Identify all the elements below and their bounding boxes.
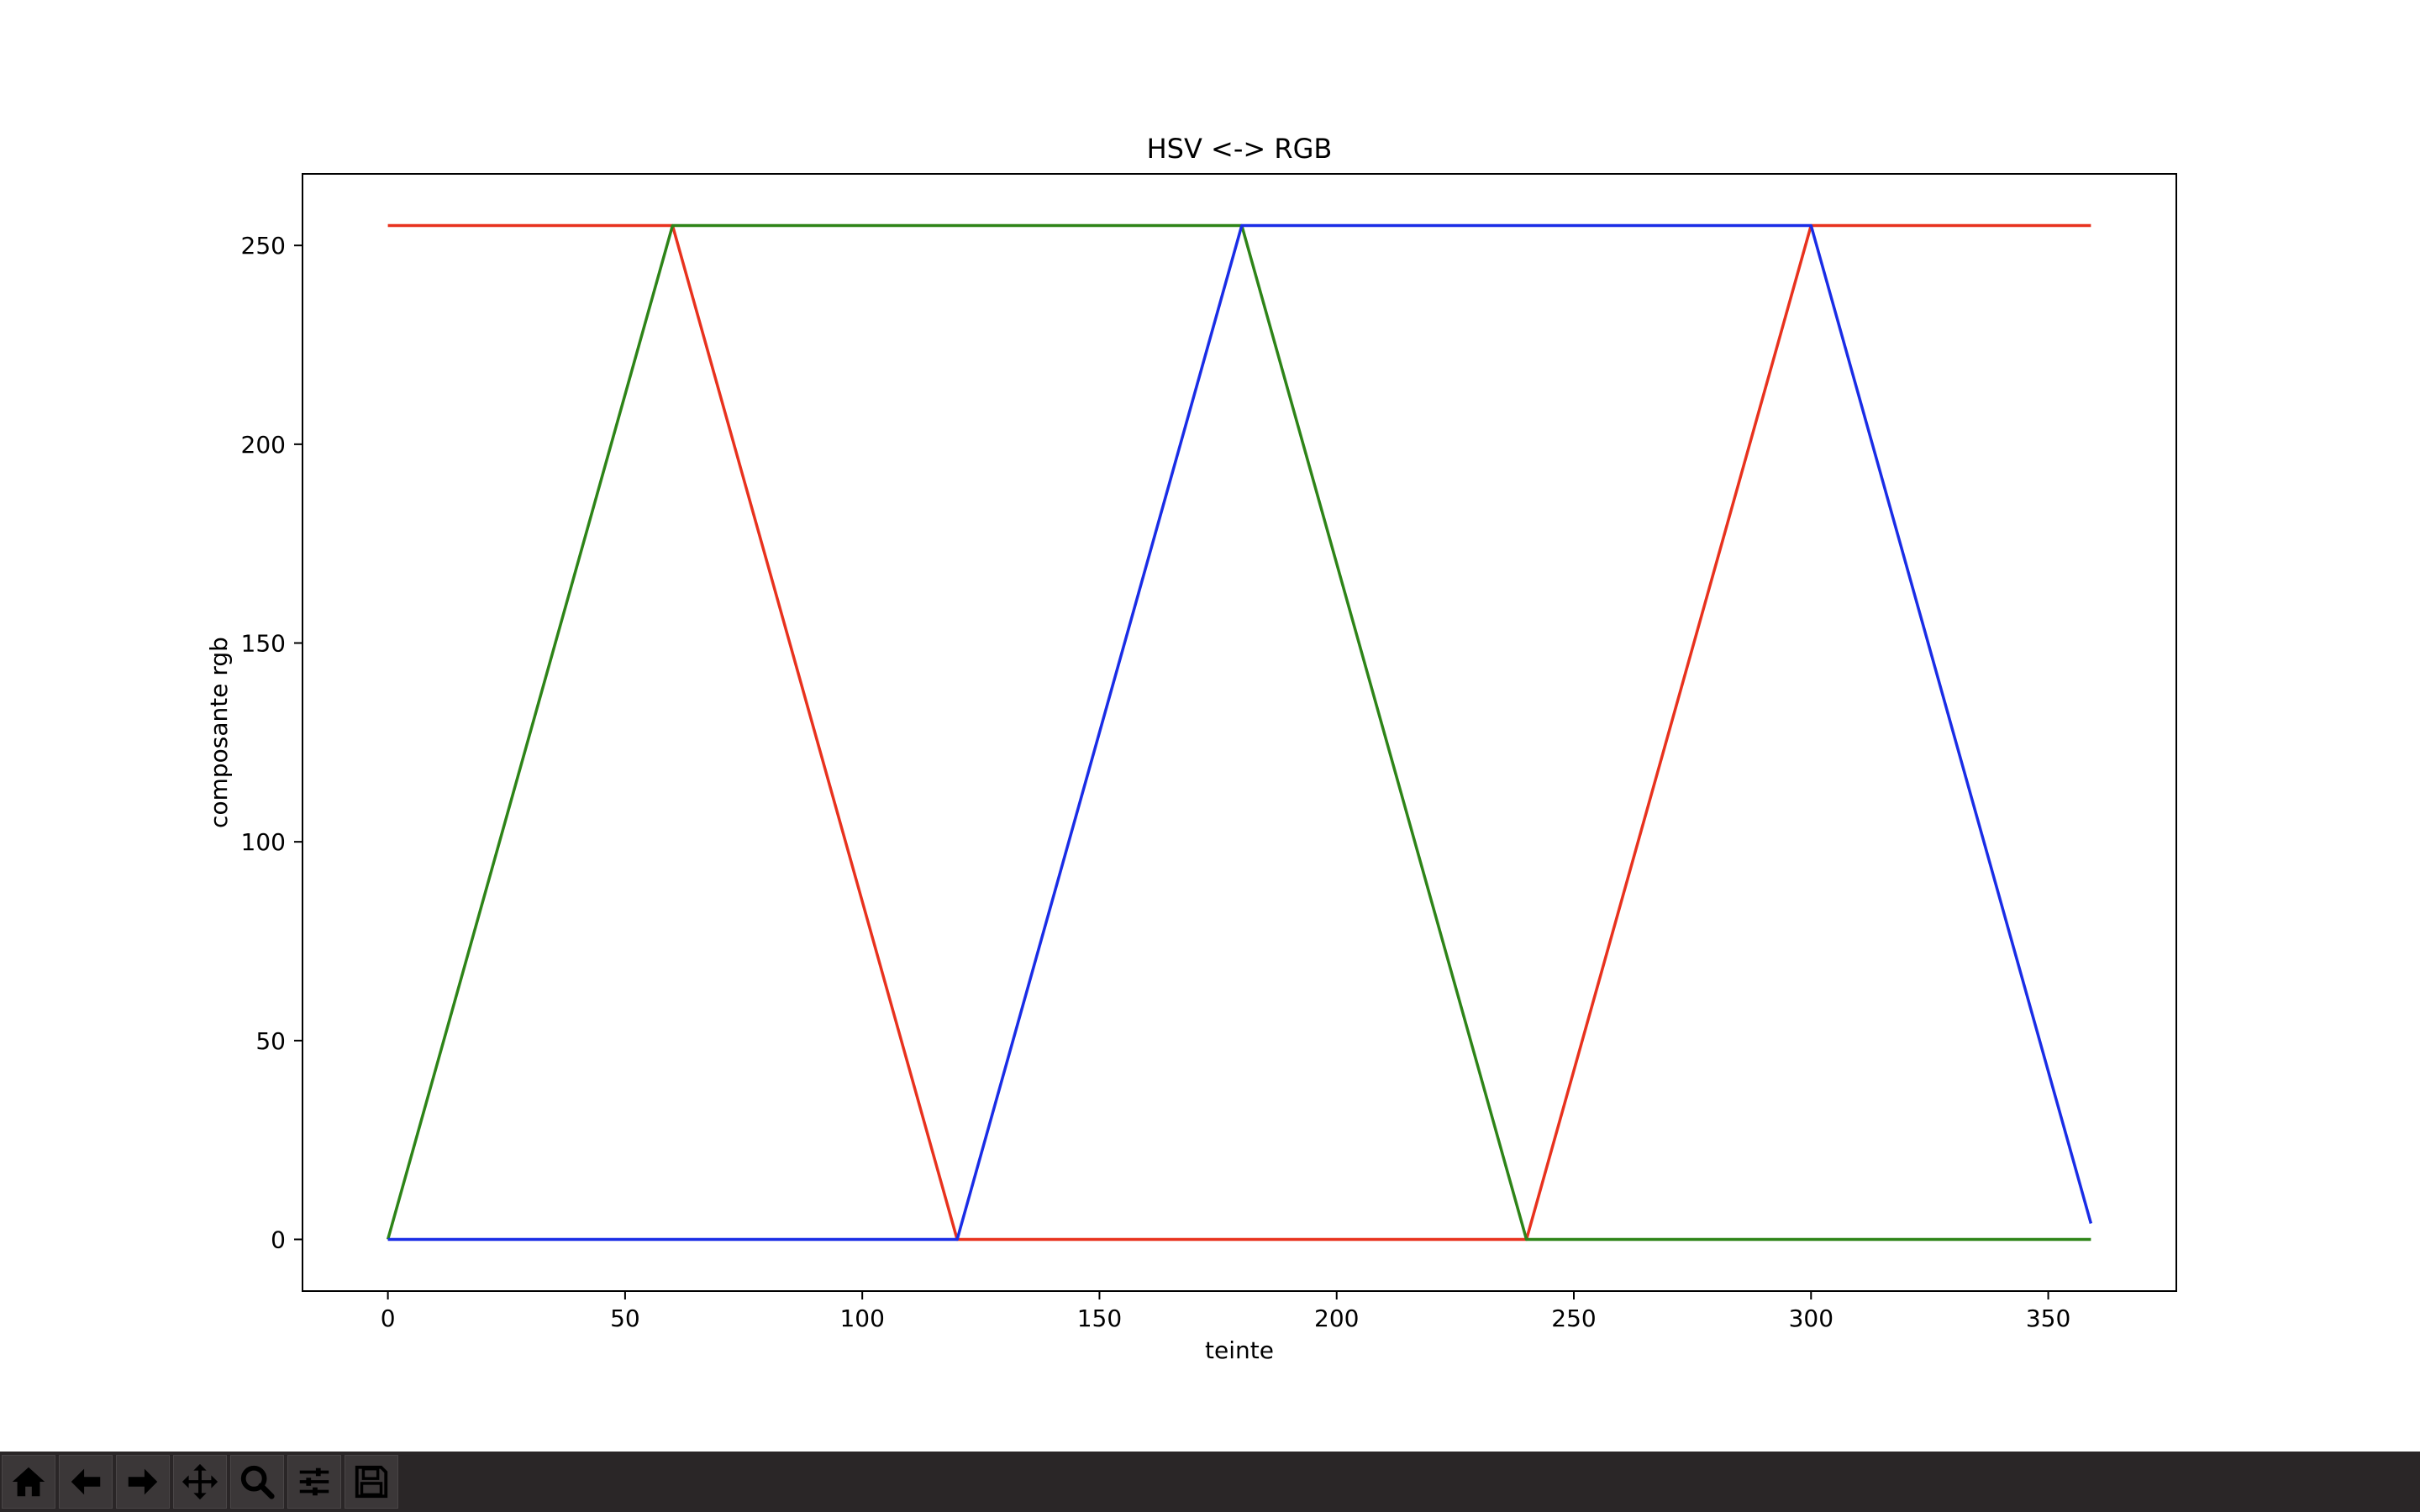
x-tick-label: 150	[1077, 1305, 1122, 1332]
back-button[interactable]	[59, 1455, 113, 1509]
y-tick-label: 150	[241, 630, 286, 658]
y-axis-ticks: 0 50 100 150 200 250	[241, 232, 302, 1253]
zoom-button[interactable]	[230, 1455, 284, 1509]
configure-subplots-icon	[299, 1467, 329, 1496]
y-tick-label: 250	[241, 232, 286, 260]
pan-button[interactable]	[173, 1455, 227, 1509]
x-tick-label: 300	[1789, 1305, 1833, 1332]
series-line-1	[386, 223, 2091, 1242]
y-tick-label: 50	[255, 1027, 286, 1055]
x-axis-ticks: 0 50 100 150 200 250 300 350	[381, 1291, 2070, 1332]
series-line-0	[387, 223, 2091, 1242]
navigation-toolbar	[0, 1452, 2420, 1512]
save-button[interactable]	[345, 1455, 398, 1509]
y-tick-label: 0	[271, 1226, 286, 1253]
series-line-2	[387, 223, 2093, 1242]
forward-arrow-icon	[128, 1468, 158, 1495]
y-tick-label: 200	[241, 431, 286, 459]
save-icon	[355, 1465, 388, 1499]
x-tick-label: 0	[381, 1305, 396, 1332]
back-arrow-icon	[71, 1468, 101, 1495]
configure-subplots-button[interactable]	[287, 1455, 341, 1509]
chart-title: HSV <-> RGB	[1147, 133, 1333, 165]
x-tick-label: 200	[1314, 1305, 1359, 1332]
figure: HSV <-> RGB 0 50 100 150 200 250 300 350 0 50 100…	[205, 133, 2177, 1364]
forward-button[interactable]	[116, 1455, 170, 1509]
x-tick-label: 250	[1551, 1305, 1596, 1332]
x-tick-label: 350	[2026, 1305, 2070, 1332]
x-tick-label: 100	[839, 1305, 884, 1332]
x-axis-label: teinte	[1205, 1336, 1274, 1364]
y-tick-label: 100	[241, 828, 286, 856]
home-button[interactable]	[2, 1455, 55, 1509]
x-tick-label: 50	[610, 1305, 640, 1332]
plot-frame	[302, 173, 2177, 1292]
pan-icon	[182, 1463, 218, 1500]
y-axis-label: composante rgb	[205, 637, 233, 828]
home-icon	[12, 1467, 45, 1497]
plot-lines	[386, 223, 2093, 1242]
zoom-icon	[240, 1465, 275, 1499]
